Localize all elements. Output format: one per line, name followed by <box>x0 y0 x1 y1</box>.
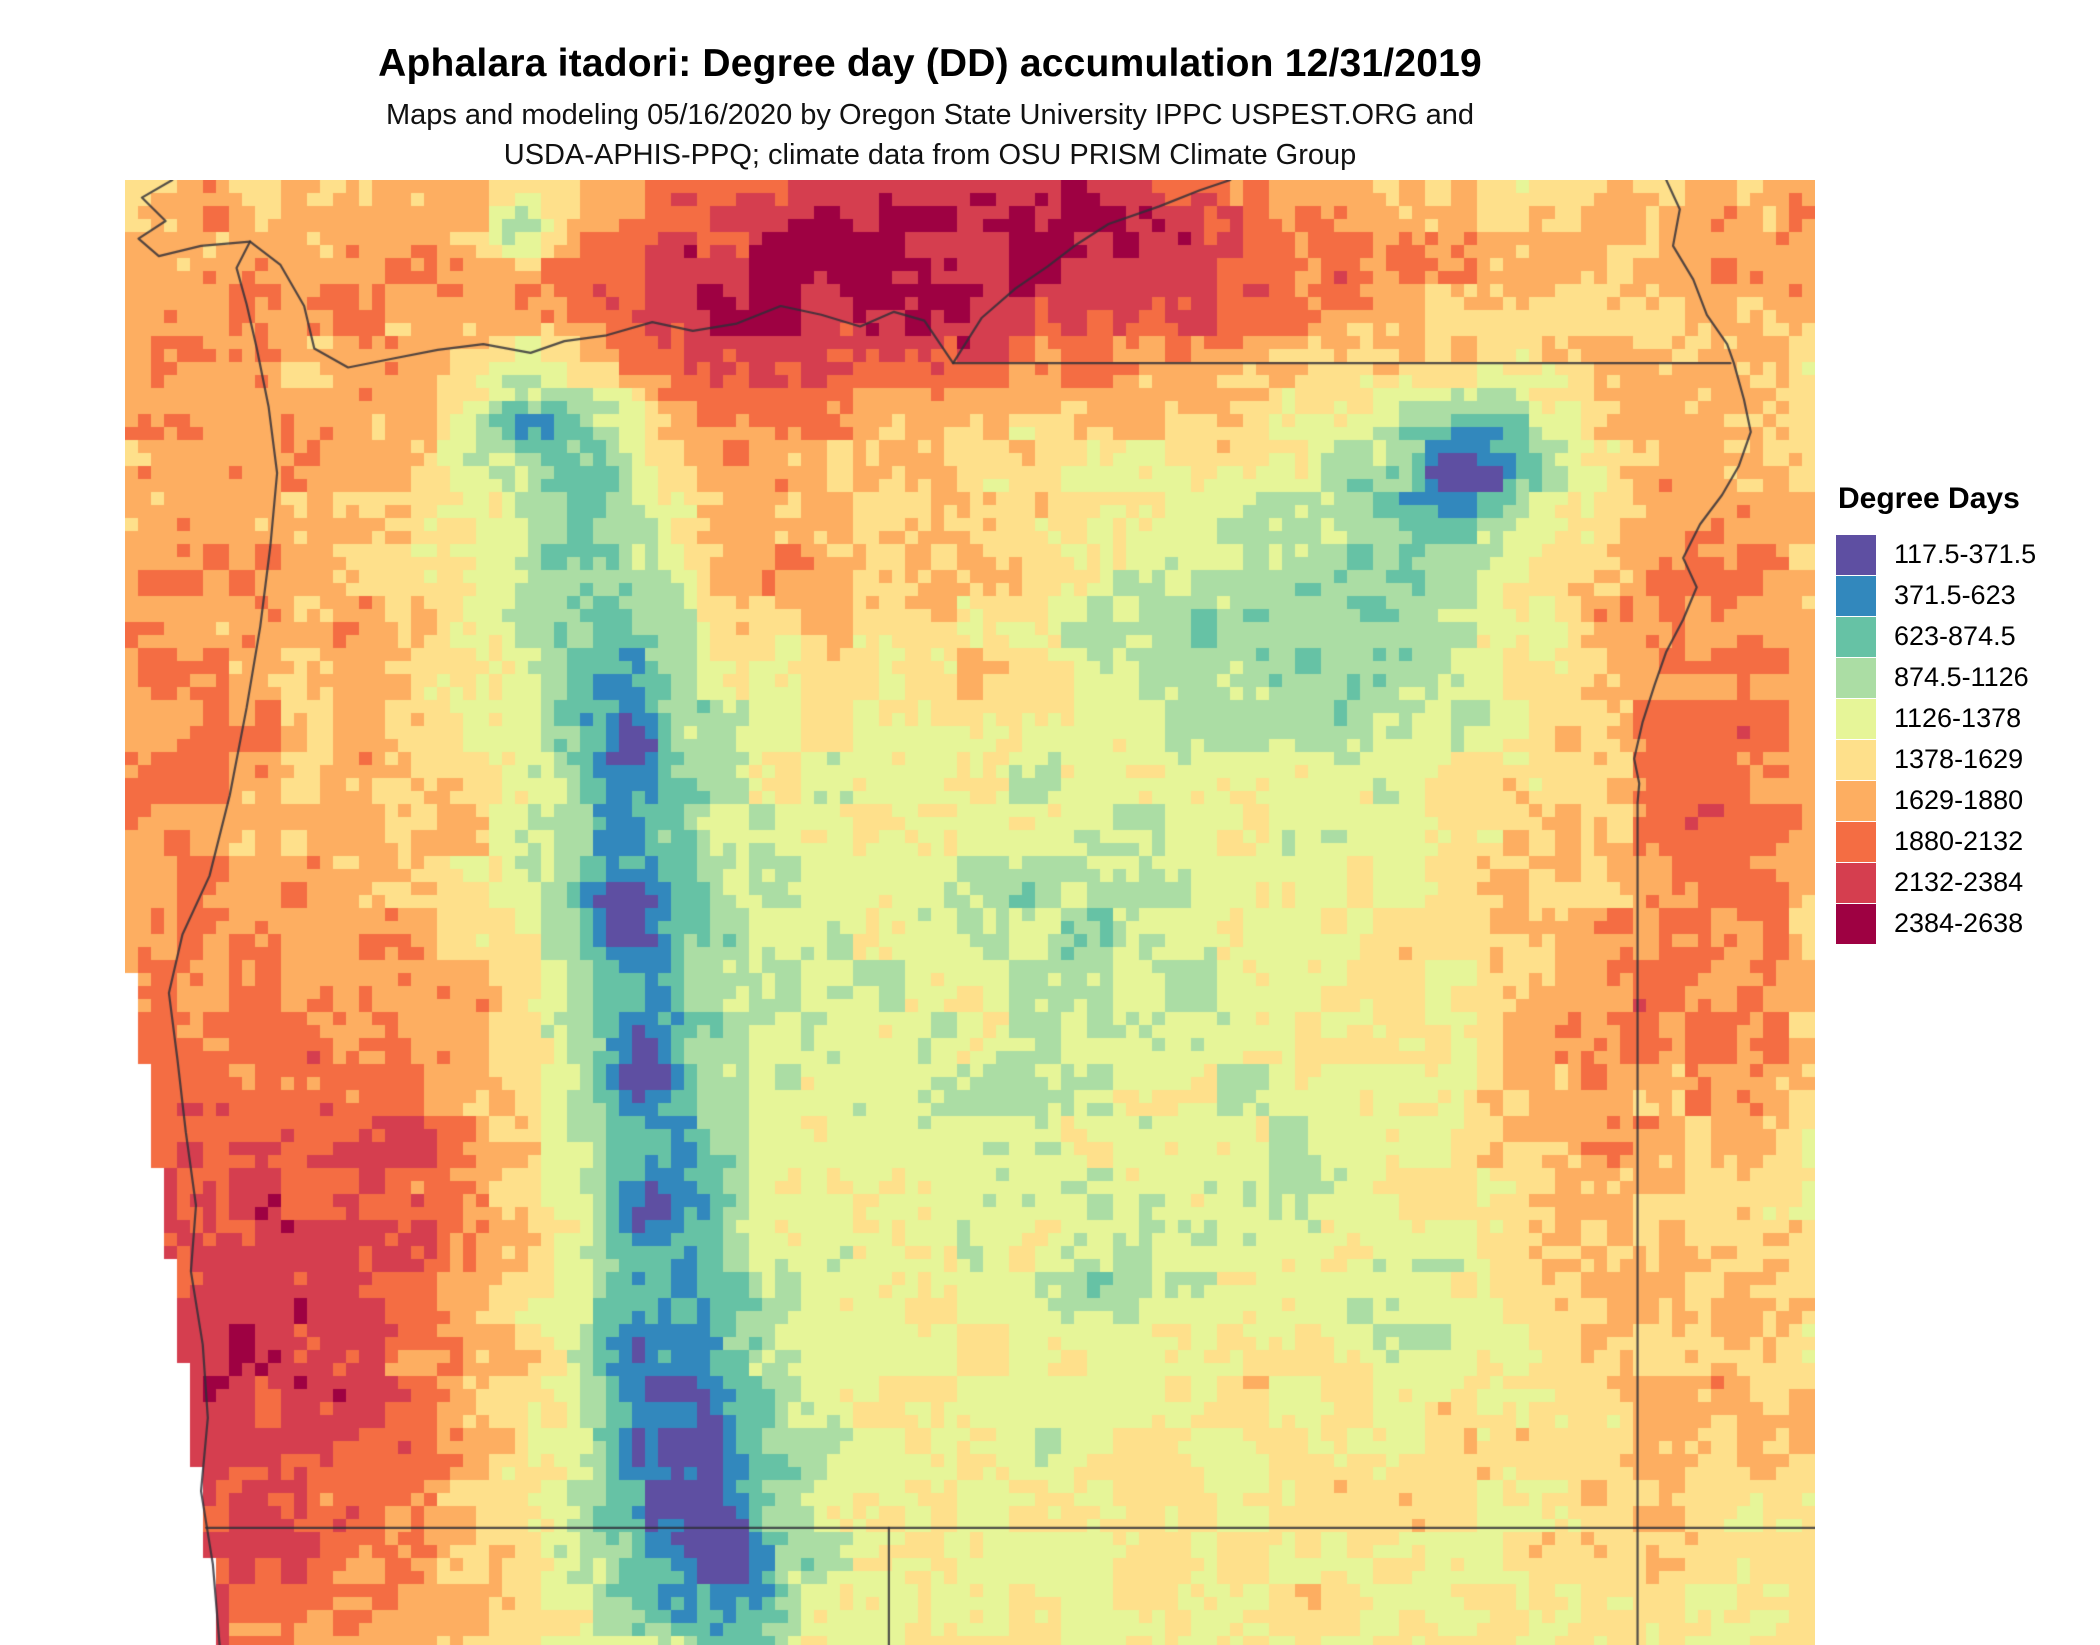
legend-entry: 1126-1378 <box>1836 698 2098 739</box>
legend-color-swatch <box>1836 616 1876 657</box>
legend-entry: 2384-2638 <box>1836 903 2098 944</box>
legend-color-swatch <box>1836 575 1876 616</box>
legend-label: 117.5-371.5 <box>1894 539 2037 569</box>
legend-label: 1126-1378 <box>1894 703 2022 733</box>
legend-label: 1378-1629 <box>1894 744 2024 774</box>
subtitle-line-2: USDA-APHIS-PPQ; climate data from OSU PR… <box>503 139 1357 171</box>
legend-entries: 117.5-371.5 371.5-623 623-874.5 874.5-1126 1… <box>1836 534 2098 944</box>
legend: Degree Days 117.5-371.5 371.5-623 623-874.… <box>1836 482 2098 944</box>
legend-label: 2132-2384 <box>1894 867 2024 897</box>
legend-color-swatch <box>1836 698 1876 739</box>
legend-color-swatch <box>1836 821 1876 862</box>
legend-entry: 1880-2132 <box>1836 821 2098 862</box>
subtitle-line-1: Maps and modeling 05/16/2020 by Oregon S… <box>385 99 1475 131</box>
legend-label: 371.5-623 <box>1894 580 2016 610</box>
legend-color-swatch <box>1836 739 1876 780</box>
legend-label: 1880-2132 <box>1894 826 2024 856</box>
legend-entry: 874.5-1126 <box>1836 657 2098 698</box>
legend-color-swatch <box>1836 534 1876 575</box>
legend-entry: 2132-2384 <box>1836 862 2098 903</box>
legend-entry: 1629-1880 <box>1836 780 2098 821</box>
legend-label: 623-874.5 <box>1894 621 2016 651</box>
legend-entry: 117.5-371.5 <box>1836 534 2098 575</box>
legend-label: 874.5-1126 <box>1894 662 2029 692</box>
legend-label: 2384-2638 <box>1894 908 2024 938</box>
legend-color-swatch <box>1836 657 1876 698</box>
oregon-degree-day-raster-map <box>125 180 1815 1645</box>
legend-title: Degree Days <box>1838 482 2020 515</box>
legend-color-swatch <box>1836 903 1876 944</box>
legend-entry: 371.5-623 <box>1836 575 2098 616</box>
page-title: Aphalara itadori: Degree day (DD) accumu… <box>378 42 1482 85</box>
legend-entry: 623-874.5 <box>1836 616 2098 657</box>
legend-entry: 1378-1629 <box>1836 739 2098 780</box>
legend-label: 1629-1880 <box>1894 785 2024 815</box>
legend-color-swatch <box>1836 862 1876 903</box>
legend-color-swatch <box>1836 780 1876 821</box>
